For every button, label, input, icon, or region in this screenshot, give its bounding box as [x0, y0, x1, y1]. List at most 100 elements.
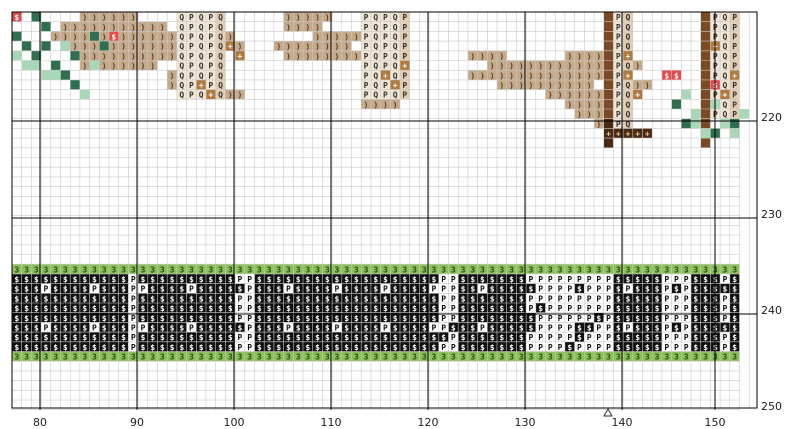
border-stitch: [720, 351, 730, 362]
stitch-symbol: $: [228, 314, 233, 323]
stitch-symbol: 3: [402, 353, 407, 362]
stitch-symbol: $: [422, 333, 427, 342]
dark-stitch: [370, 283, 381, 294]
dark-stitch: [341, 273, 352, 284]
stitch-symbol: $: [325, 324, 330, 333]
stitch-symbol: 3: [645, 353, 650, 362]
dark-stitch: [225, 322, 236, 333]
tan-stitch: [506, 70, 517, 80]
stitch-symbol: ): [490, 62, 495, 71]
stitch-symbol: ): [121, 52, 126, 61]
border-stitch: [89, 351, 100, 362]
sand-stitch: [390, 89, 400, 100]
stitch-symbol: 3: [238, 265, 243, 274]
stitch-symbol: P: [596, 333, 601, 342]
stitch-symbol: +: [402, 62, 407, 71]
stitch-symbol: $: [150, 275, 155, 284]
dark-stitch: [632, 293, 643, 303]
stitch-symbol: $: [286, 314, 291, 323]
dark-stitch: [729, 293, 740, 303]
dark-stitch: [254, 273, 265, 284]
stitch-symbol: Q: [393, 52, 398, 61]
sand-stitch: [176, 12, 187, 22]
dark-stitch: [109, 341, 119, 352]
brown-stitch: [603, 60, 614, 71]
stitch-symbol: $: [344, 304, 349, 313]
stitch-symbol: $: [490, 343, 495, 352]
dark-stitch: [351, 312, 362, 323]
border-stitch: [700, 264, 711, 274]
light-stitch: [438, 303, 449, 313]
dark-stitch: [535, 303, 546, 313]
stitch-symbol: $: [519, 314, 524, 323]
tan-stitch: [79, 12, 90, 22]
y-axis-labels: 220 230 240 250: [761, 111, 782, 413]
stitch-symbol: Q: [179, 71, 184, 80]
stitch-symbol: ): [286, 13, 291, 22]
stitch-symbol: ): [63, 33, 68, 42]
dark-stitch: [41, 303, 51, 313]
dark-stitch: [332, 312, 342, 323]
stitch-symbol: Q: [199, 52, 204, 61]
dark-stitch: [147, 312, 158, 323]
tan-stitch: [574, 60, 585, 71]
tan-stitch: [283, 21, 294, 32]
stitch-symbol: $: [82, 314, 87, 323]
stitch-symbol: P: [596, 324, 601, 333]
stitch-symbol: $: [412, 314, 417, 323]
stitch-symbol: P: [529, 343, 534, 352]
stitch-symbol: Q: [626, 81, 631, 90]
border-stitch: [429, 351, 439, 362]
stitch-symbol: 3: [635, 353, 640, 362]
stitch-symbol: $: [616, 285, 621, 294]
stitch-symbol: Q: [393, 23, 398, 32]
stitch-symbol: 3: [325, 353, 330, 362]
tan-stitch: [157, 21, 168, 32]
dark-stitch: [341, 312, 352, 323]
border-stitch: [89, 264, 100, 274]
sand-stitch: [390, 60, 400, 71]
stitch-symbol: $: [44, 314, 49, 323]
dark-stitch: [458, 312, 468, 323]
dark-stitch: [196, 332, 206, 342]
stitch-symbol: $: [732, 304, 737, 313]
tan-stitch: [312, 12, 323, 22]
light-stitch: [555, 312, 565, 323]
dark-stitch: [341, 303, 352, 313]
stitch-symbol: P: [286, 324, 291, 333]
stitch-symbol: $: [34, 314, 39, 323]
dark-stitch: [564, 341, 575, 352]
stitch-symbol: P: [587, 294, 592, 303]
stitch-symbol: ): [470, 52, 475, 61]
dark-stitch: [458, 273, 468, 284]
stitch-symbol: 3: [102, 265, 107, 274]
stitch-symbol: 3: [82, 265, 87, 274]
dark-stitch: [361, 293, 371, 303]
stitch-symbol: $: [102, 314, 107, 323]
border-stitch: [584, 264, 594, 274]
light-stitch: [244, 332, 255, 342]
tan-stitch: [555, 89, 565, 100]
dark-stitch: [215, 341, 226, 352]
tan-stitch: [574, 50, 585, 61]
dark-stitch: [167, 303, 177, 313]
stitch-symbol: P: [189, 71, 194, 80]
dark-stitch: [332, 293, 342, 303]
stitch-symbol: ): [315, 13, 320, 22]
dark-stitch: [206, 283, 216, 294]
dark-stitch: [264, 273, 274, 284]
stitch-symbol: P: [402, 42, 407, 51]
stitch-symbol: $: [24, 275, 29, 284]
dark-stitch: [361, 322, 371, 333]
stitch-symbol: ): [102, 13, 107, 22]
stitch-symbol: $: [141, 314, 146, 323]
stitch-symbol: $: [228, 343, 233, 352]
tan-stitch: [322, 31, 333, 42]
stitch-symbol: P: [587, 285, 592, 294]
tan-stitch: [109, 21, 119, 32]
sand-stitch: [623, 60, 633, 71]
sand-stitch: [400, 21, 410, 32]
stitch-symbol: $: [276, 343, 281, 352]
dark-stitch: [186, 332, 197, 342]
stitch-symbol: $: [276, 275, 281, 284]
